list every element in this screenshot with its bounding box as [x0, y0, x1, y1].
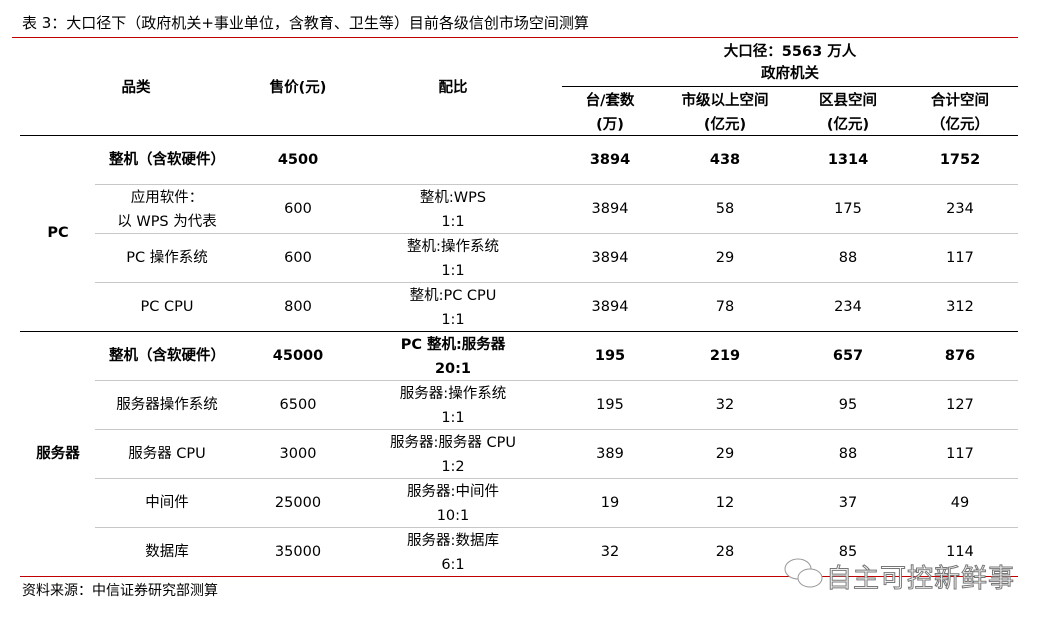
- row-divider: [95, 184, 1018, 185]
- cell-total: 117: [946, 445, 974, 462]
- table-bottom-rule: [20, 576, 1018, 577]
- cell-units: 3894: [591, 200, 629, 217]
- cell-item: PC CPU: [140, 298, 194, 315]
- cell-city: 32: [715, 396, 735, 413]
- cell-item: 数据库: [145, 543, 189, 560]
- cell-total: 876: [944, 347, 976, 364]
- row-divider: [95, 233, 1018, 234]
- header-units: 台/套数 (万): [585, 93, 635, 133]
- cell-ratio: 整机:PC CPU 1:1: [409, 287, 497, 328]
- cell-units: 32: [600, 543, 620, 560]
- cell-city: 78: [715, 298, 735, 315]
- cell-price: 35000: [274, 543, 322, 560]
- row-divider: [95, 429, 1018, 430]
- cell-ratio: 服务器:数据库 6:1: [407, 532, 499, 573]
- cell-county: 88: [838, 249, 858, 266]
- cell-county: 234: [834, 298, 862, 315]
- row-divider: [95, 478, 1018, 479]
- header-city: 市级以上空间 (亿元): [681, 93, 769, 133]
- header-divider: [20, 135, 1018, 136]
- row-divider: [95, 282, 1018, 283]
- cell-total: 49: [950, 494, 970, 511]
- cell-price: 600: [284, 249, 312, 266]
- cell-units: 389: [596, 445, 624, 462]
- cell-price: 800: [284, 298, 312, 315]
- cell-total: 312: [946, 298, 974, 315]
- cell-county: 175: [834, 200, 862, 217]
- cell-total: 114: [946, 543, 974, 560]
- header-total: 合计空间 （亿元）: [931, 93, 989, 133]
- watermark: 自主可控新鲜事: [825, 564, 1016, 595]
- cell-ratio: 整机:操作系统 1:1: [407, 238, 499, 279]
- cell-city: 28: [715, 543, 735, 560]
- cell-item: 应用软件：以 WPS 为代表: [117, 189, 217, 230]
- section-label: PC: [47, 225, 69, 241]
- header-group-line2: 政府机关: [761, 66, 819, 82]
- cell-county: 88: [838, 445, 858, 462]
- cell-ratio: 服务器:服务器 CPU 1:2: [390, 434, 516, 475]
- cell-city: 58: [715, 200, 735, 217]
- cell-county: 657: [832, 347, 864, 364]
- cell-item: 中间件: [145, 494, 189, 511]
- cell-units: 3894: [591, 298, 629, 315]
- cell-units: 19: [600, 494, 620, 511]
- cell-ratio: 服务器:操作系统 1:1: [399, 385, 507, 426]
- row-divider: [95, 527, 1018, 528]
- cell-units: 3894: [589, 151, 631, 168]
- title-divider: [12, 37, 1018, 38]
- cell-total: 127: [946, 396, 974, 413]
- cell-price: 6500: [279, 396, 317, 413]
- cell-city: 438: [709, 151, 741, 168]
- cell-item: 整机（含软硬件）: [109, 151, 225, 168]
- cell-city: 29: [715, 445, 735, 462]
- row-divider: [95, 380, 1018, 381]
- cell-item: 服务器操作系统: [116, 396, 218, 413]
- cell-price: 45000: [272, 347, 324, 364]
- cell-units: 195: [596, 396, 624, 413]
- cell-city: 12: [715, 494, 735, 511]
- cell-units: 195: [594, 347, 626, 364]
- cell-total: 234: [946, 200, 974, 217]
- cell-price: 3000: [279, 445, 317, 462]
- cell-county: 85: [838, 543, 858, 560]
- cell-item: 服务器 CPU: [128, 445, 206, 462]
- source-note: 资料来源：中信证券研究部测算: [22, 583, 218, 599]
- section-divider: [20, 331, 1018, 332]
- cell-ratio: 整机:WPS 1:1: [419, 189, 487, 230]
- group-divider: [562, 86, 1018, 87]
- cell-county: 37: [838, 494, 858, 511]
- cell-city: 219: [709, 347, 741, 364]
- table-title: 表 3：大口径下（政府机关+事业单位，含教育、卫生等）目前各级信创市场空间测算: [22, 14, 589, 32]
- cell-total: 117: [946, 249, 974, 266]
- header-county: 区县空间 (亿元): [819, 93, 877, 133]
- cell-item: 整机（含软硬件）: [109, 347, 225, 364]
- header-group-line1: 大口径：5563 万人: [723, 44, 857, 60]
- cell-price: 25000: [274, 494, 322, 511]
- cell-item: PC 操作系统: [126, 249, 208, 266]
- cell-city: 29: [715, 249, 735, 266]
- cell-units: 3894: [591, 249, 629, 266]
- section-label: 服务器: [36, 445, 80, 462]
- cell-total: 1752: [939, 151, 981, 168]
- cell-county: 95: [838, 396, 858, 413]
- wechat-icon: [784, 558, 823, 588]
- header-ratio: 配比: [438, 80, 468, 96]
- cell-price: 600: [284, 200, 312, 217]
- header-category: 品类: [121, 80, 151, 96]
- cell-county: 1314: [827, 151, 869, 168]
- cell-ratio: PC 整机:服务器 20:1: [400, 336, 506, 377]
- cell-price: 4500: [277, 151, 319, 168]
- cell-ratio: 服务器:中间件 10:1: [407, 483, 499, 524]
- header-price: 售价(元): [269, 80, 327, 96]
